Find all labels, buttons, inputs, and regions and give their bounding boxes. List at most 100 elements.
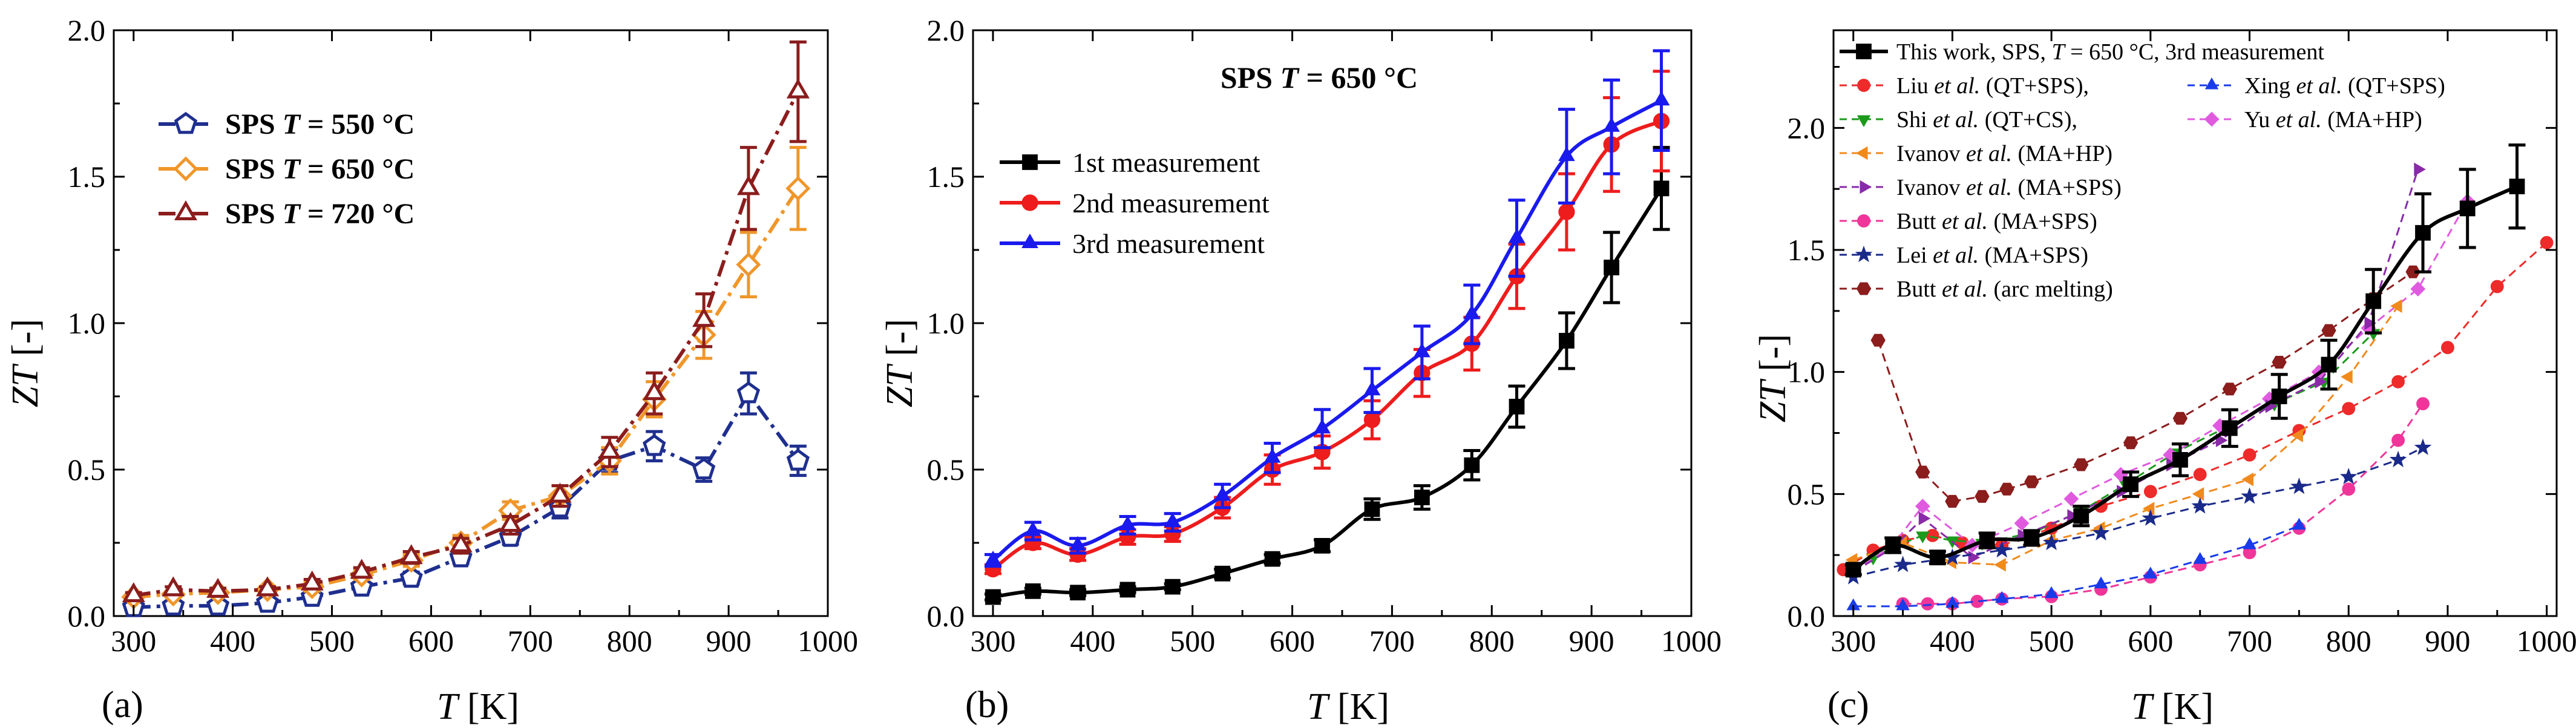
c-legend-marker	[1855, 245, 1873, 263]
c-data-point	[2241, 472, 2253, 487]
panel-c-ylabel: ZT [-]	[1752, 334, 1794, 422]
c-series-2	[1846, 517, 2306, 611]
c-data-point	[2390, 299, 2402, 313]
b-data-point	[985, 589, 1001, 605]
c-data-point	[2405, 265, 2420, 278]
c-data-point	[2389, 450, 2407, 468]
c-data-point	[1915, 465, 1930, 479]
c-data-point	[1916, 531, 1930, 543]
c-legend-label: Shi et al. (QT+CS),	[1896, 107, 2077, 133]
c-data-point	[1845, 562, 1861, 578]
panel-a-tag: (a)	[102, 684, 143, 726]
c-data-point	[2391, 375, 2405, 389]
c-ytick-label: 0.0	[1788, 599, 1826, 633]
a-xtick-label: 700	[508, 624, 553, 658]
panel-b-ylabel: ZT [-]	[879, 319, 920, 407]
c-data-point	[2243, 537, 2256, 549]
c-data-point	[2192, 487, 2204, 501]
c-data-point	[2321, 356, 2337, 373]
c-data-point	[2073, 508, 2089, 524]
c-data-point	[2290, 477, 2308, 494]
b-legend-label: 3rd measurement	[1072, 228, 1265, 259]
b-data-point	[1025, 583, 1041, 599]
c-data-point	[2215, 433, 2228, 447]
a-ytick-label: 2.0	[68, 13, 106, 47]
a-data-point	[350, 559, 373, 579]
a-ytick-label: 0.0	[68, 599, 106, 633]
c-data-point	[2243, 448, 2256, 462]
c-data-point	[2339, 468, 2358, 485]
c-data-point	[2292, 517, 2306, 530]
c-data-point	[2222, 382, 2237, 396]
a-ytick-label: 1.5	[68, 160, 106, 194]
c-legend-marker	[1855, 146, 1868, 160]
c-legend-label: Ivanov et al. (MA+SPS)	[1896, 175, 2122, 200]
panel-b-xlabel: T [K]	[1307, 686, 1389, 727]
a-data-point	[786, 78, 810, 99]
b-legend-label: 1st measurement	[1072, 147, 1260, 178]
b-legend-label: 2nd measurement	[1072, 188, 1270, 218]
c-legend-label: Ivanov et al. (MA+HP)	[1896, 141, 2112, 166]
a-data-point	[548, 482, 572, 503]
b-xtick-label: 600	[1270, 624, 1315, 658]
c-data-point	[2342, 482, 2356, 496]
panel-a-chart: 300 400 500 600 700 800 900 1000 0.0 0.5 1.0 1.5 2.0…	[5, 13, 858, 727]
a-data-point	[300, 570, 324, 591]
b-data-point	[1559, 333, 1575, 349]
c-data-point	[2123, 476, 2138, 493]
b-data-point	[1314, 537, 1330, 554]
a-data-point	[162, 576, 185, 597]
a-data-point	[692, 307, 716, 327]
c-data-point	[2172, 412, 2188, 425]
c-data-point	[2241, 487, 2258, 504]
a-legend-marker	[174, 200, 198, 220]
c-data-point	[2540, 236, 2554, 249]
c-data-point	[2024, 530, 2040, 546]
a-data-point	[449, 532, 473, 553]
c-data-point	[2172, 451, 2188, 468]
c-series-line	[1853, 525, 2299, 608]
b-legend-marker	[1022, 154, 1038, 170]
c-data-point	[2441, 341, 2454, 355]
b-data-point	[1164, 579, 1181, 595]
c-legend-label: Liu et al. (QT+SPS),	[1896, 73, 2089, 99]
c-data-point	[2092, 523, 2110, 541]
c-data-point	[2024, 475, 2039, 488]
b-ytick-label: 0.5	[927, 453, 965, 487]
c-data-point	[2143, 566, 2158, 579]
c-series-line	[1852, 200, 2469, 573]
a-legend-label: SPS T = 550 °C	[225, 108, 415, 140]
c-data-point	[2315, 375, 2327, 389]
b-data-point	[1509, 399, 1525, 415]
b-data-point	[1214, 565, 1231, 582]
a-ytick-label: 0.5	[68, 453, 106, 487]
c-xtick-label: 800	[2326, 624, 2371, 658]
c-legend-marker	[1857, 115, 1871, 128]
a-xtick-label: 600	[408, 624, 454, 658]
panel-c-chart: 300 400 500 600 700 800 900 1000 0.0 0.5 1.0 1.5 2.0…	[1752, 29, 2576, 727]
c-data-point	[1925, 529, 1939, 542]
a-data-point	[785, 175, 811, 201]
a-legend-marker	[173, 156, 198, 182]
c-data-point	[2490, 280, 2504, 293]
c-data-point	[1995, 591, 2009, 603]
c-legend-label: Yu et al. (MA+HP)	[2244, 107, 2422, 133]
b-data-point	[1414, 343, 1431, 358]
c-axes-frame	[1832, 29, 2558, 617]
c-data-point	[2271, 389, 2287, 404]
b-data-point	[1463, 304, 1481, 320]
c-data-point	[2416, 397, 2430, 410]
b-data-point	[1604, 260, 1620, 275]
c-data-point	[1993, 541, 2011, 558]
c-data-point	[2044, 586, 2059, 598]
b-data-point	[1069, 536, 1086, 551]
b-ytick-label: 1.5	[927, 160, 965, 194]
c-legend-label: Lei et al. (MA+SPS)	[1896, 243, 2088, 268]
b-data-point	[1508, 228, 1526, 243]
b-data-point	[1414, 490, 1430, 505]
b-data-point	[1024, 521, 1041, 536]
b-data-point	[1603, 117, 1620, 132]
a-xtick-label: 500	[309, 624, 355, 658]
c-data-point	[2341, 370, 2353, 384]
c-data-point	[1945, 494, 1960, 508]
